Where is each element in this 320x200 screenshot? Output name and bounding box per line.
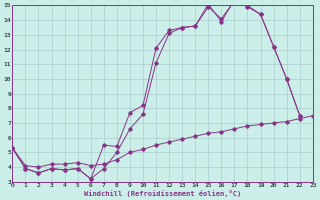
X-axis label: Windchill (Refroidissement éolien,°C): Windchill (Refroidissement éolien,°C) xyxy=(84,190,241,197)
